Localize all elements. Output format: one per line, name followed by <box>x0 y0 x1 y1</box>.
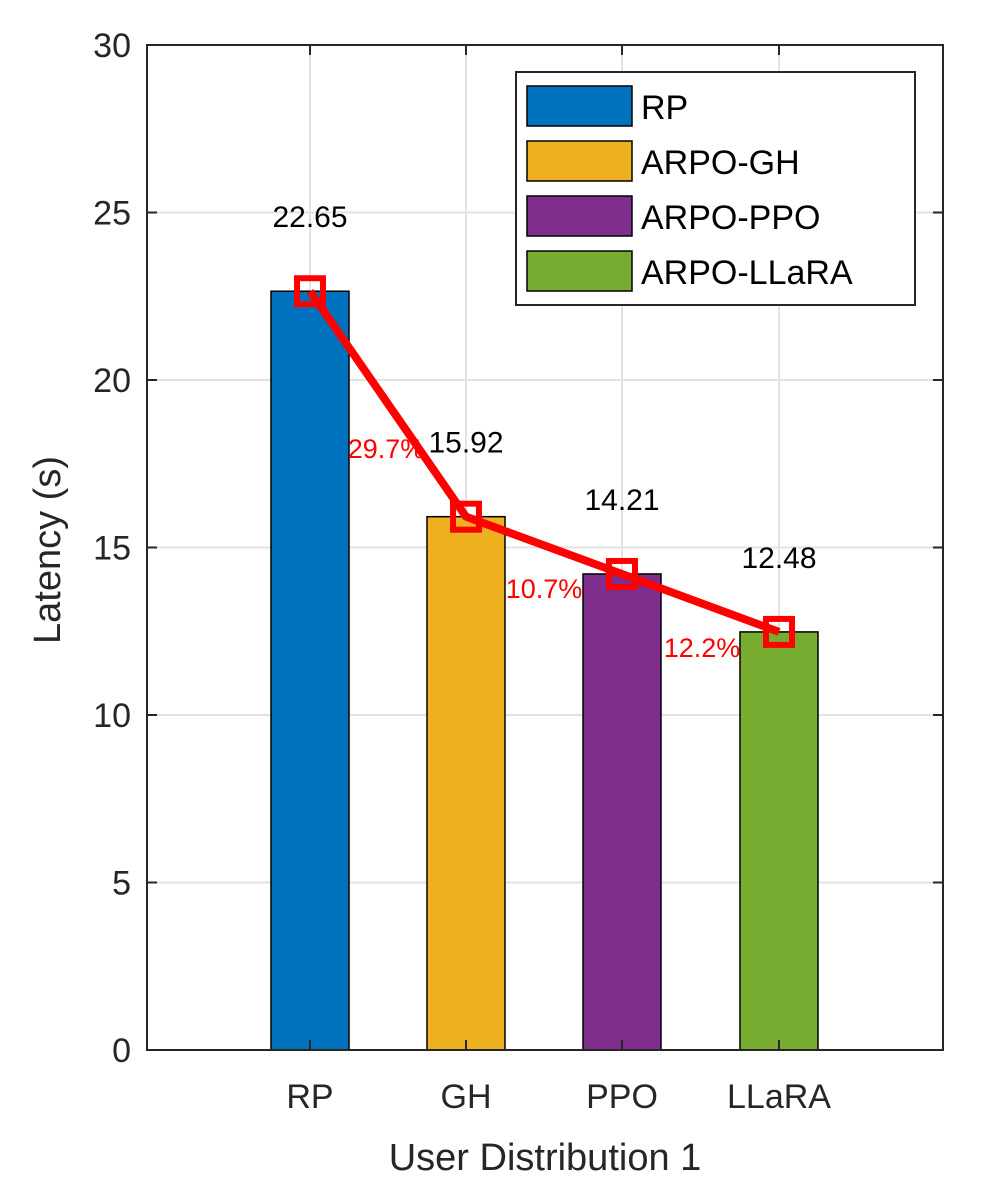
y-tick-label: 0 <box>112 1032 131 1070</box>
value-label-gh: 15.92 <box>428 427 503 460</box>
reduction-label: 12.2% <box>664 633 741 663</box>
legend-swatch <box>526 140 633 182</box>
axes: 0 5 10 15 20 25 30 RP GH PPO LLaRA <box>93 27 944 1116</box>
overlay-line <box>294 275 795 648</box>
x-tick-label: GH <box>441 1078 492 1116</box>
line-marker <box>763 615 795 648</box>
value-label-rp: 22.65 <box>272 201 347 234</box>
legend-swatch <box>526 85 633 127</box>
x-axis-title: User Distribution 1 <box>389 1137 702 1179</box>
y-axis-title: Latency (s) <box>27 456 69 644</box>
legend-swatch <box>526 195 633 237</box>
y-tick-label: 10 <box>93 697 131 735</box>
line-marker <box>294 275 326 308</box>
reduction-labels: 29.7% 10.7% 12.2% <box>348 434 741 663</box>
legend: RP ARPO-GH ARPO-PPO ARPO-LLaRA <box>515 71 916 306</box>
x-tick-label: RP <box>286 1078 333 1116</box>
legend-swatch <box>526 250 633 292</box>
y-tick-label: 15 <box>93 530 131 568</box>
value-label-llara: 12.48 <box>741 542 816 575</box>
y-tick-label: 5 <box>112 865 131 903</box>
line-marker <box>606 557 638 590</box>
legend-entry: ARPO-LLaRA <box>641 254 853 292</box>
y-tick-label: 30 <box>93 27 131 65</box>
value-label-ppo: 14.21 <box>584 484 659 517</box>
x-tick-label: PPO <box>586 1078 658 1116</box>
y-tick-label: 20 <box>93 362 131 400</box>
x-tick-label: LLaRA <box>727 1078 831 1116</box>
bar-llara <box>739 631 819 1051</box>
y-tick-label: 25 <box>93 195 131 233</box>
bars <box>270 290 819 1051</box>
bar-rp <box>270 290 350 1051</box>
reduction-label: 10.7% <box>506 574 583 604</box>
legend-entry: ARPO-GH <box>641 144 800 182</box>
data-labels: 22.65 15.92 14.21 12.48 <box>272 201 816 575</box>
legend-entry: RP <box>641 89 688 127</box>
bar-ppo <box>582 573 662 1051</box>
reduction-trend-line <box>306 288 781 636</box>
reduction-label: 29.7% <box>348 434 425 464</box>
legend-entry: ARPO-PPO <box>641 199 820 237</box>
line-marker <box>450 500 482 533</box>
bar-gh <box>426 515 506 1051</box>
